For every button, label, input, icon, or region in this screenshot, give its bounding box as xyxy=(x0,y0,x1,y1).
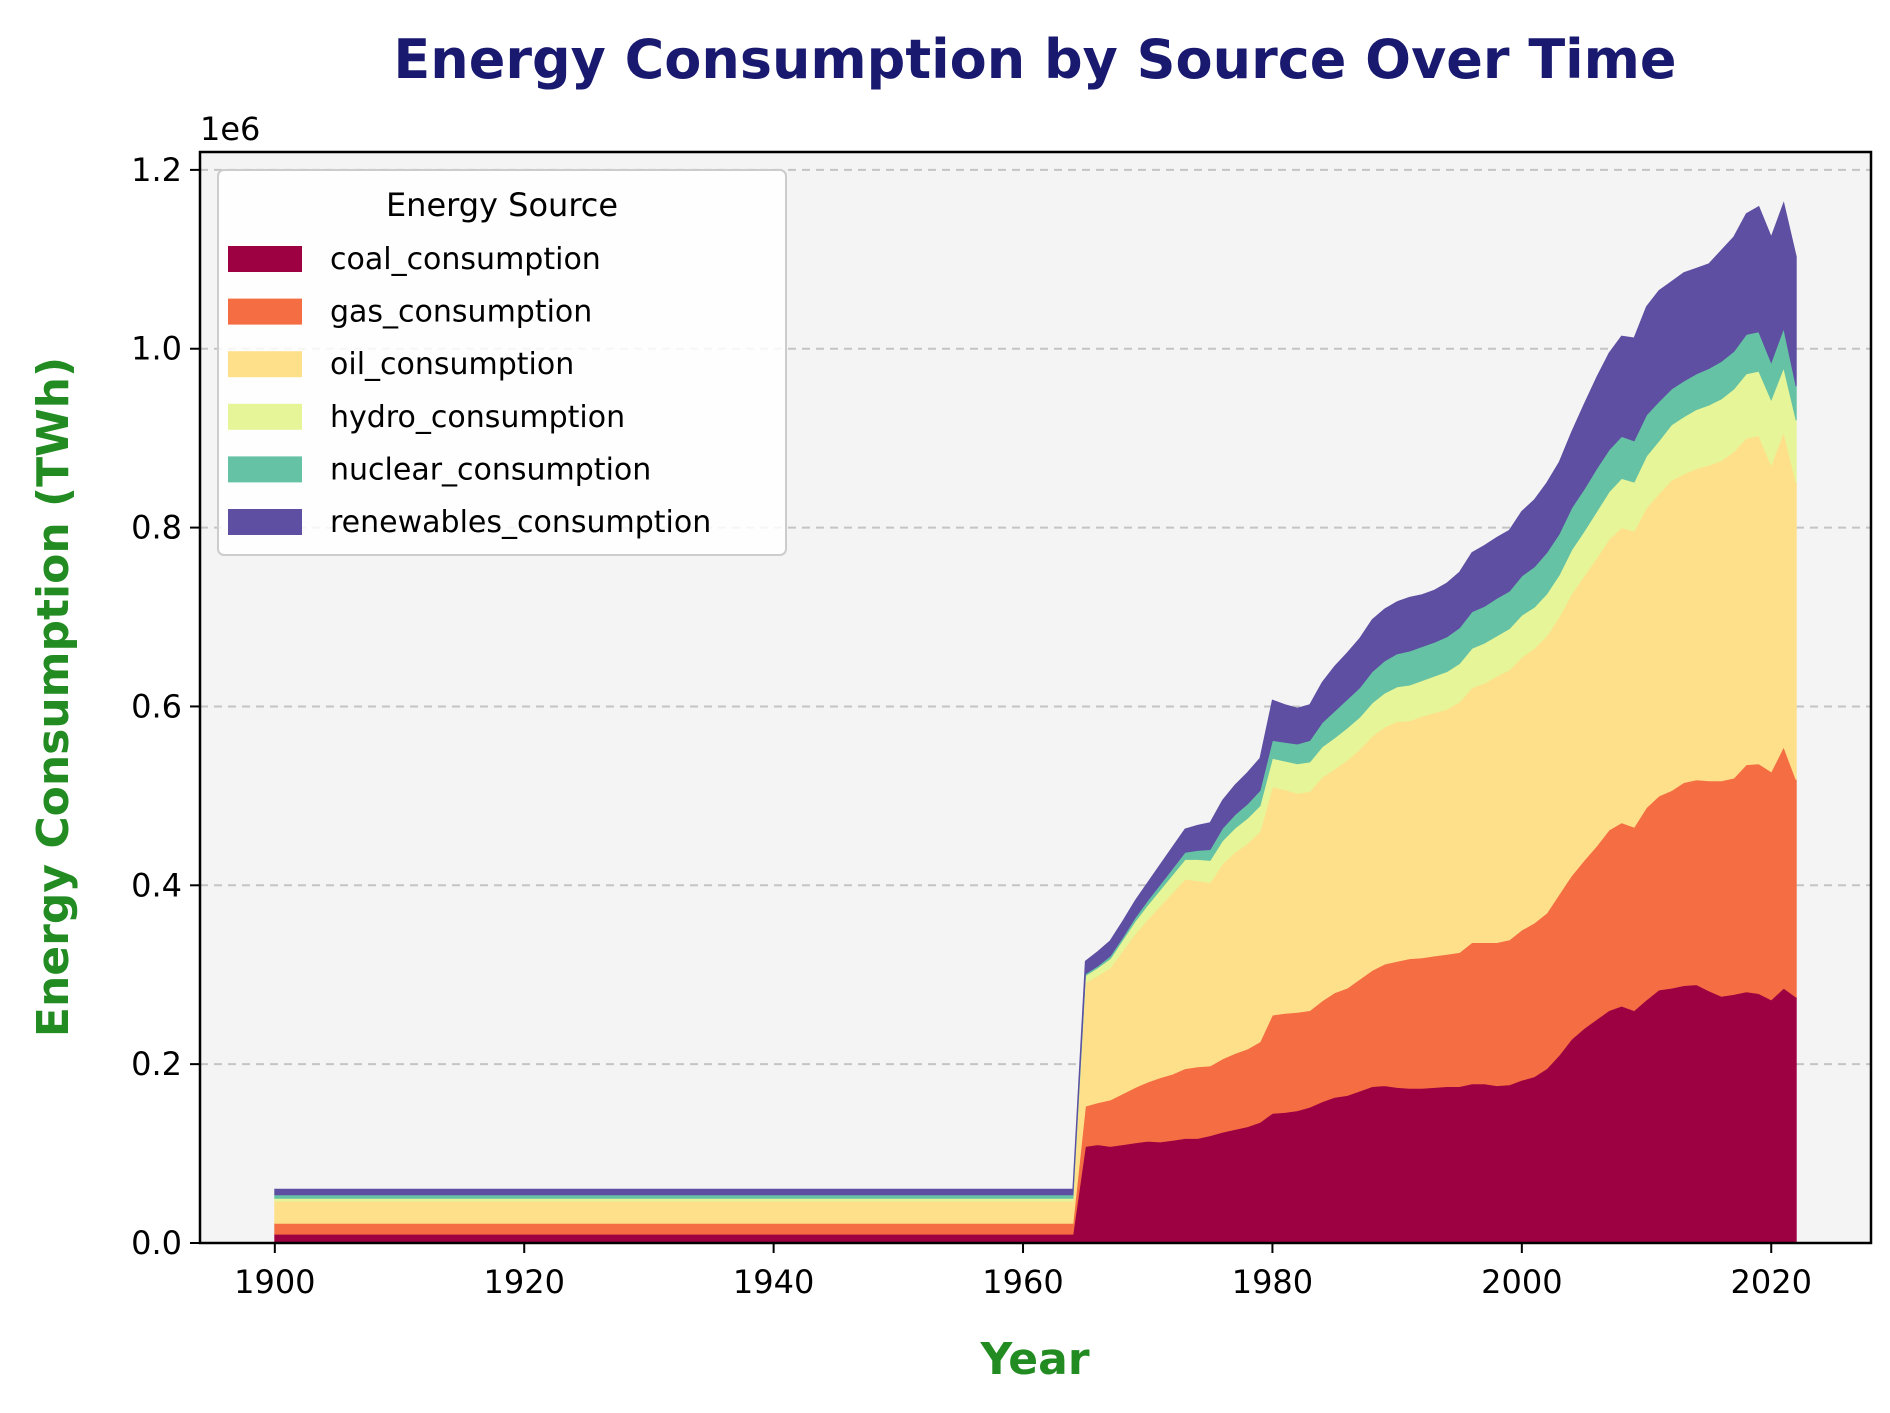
x-tick-label: 1940 xyxy=(733,1263,814,1301)
legend-swatch xyxy=(228,246,302,272)
legend-label: hydro_consumption xyxy=(330,400,625,435)
legend-label: gas_consumption xyxy=(330,295,592,330)
y-tick-label: 0.6 xyxy=(131,687,182,725)
y-tick-label: 0.0 xyxy=(131,1224,182,1262)
area-renewables-consumption xyxy=(274,201,1797,1196)
y-axis-offset-label: 1e6 xyxy=(200,110,260,148)
y-tick-label: 1.0 xyxy=(131,330,182,368)
x-axis-label: Year xyxy=(979,1334,1089,1385)
x-tick-label: 1960 xyxy=(982,1263,1063,1301)
legend-label: nuclear_consumption xyxy=(330,452,651,487)
x-tick-label: 1920 xyxy=(484,1263,565,1301)
legend-swatch xyxy=(228,456,302,483)
legend-swatch xyxy=(228,403,302,430)
legend-label: renewables_consumption xyxy=(330,505,711,540)
legend-swatch xyxy=(228,351,302,378)
y-tick-label: 1.2 xyxy=(131,151,182,189)
y-tick-label: 0.2 xyxy=(131,1045,182,1083)
legend-title: Energy Source xyxy=(386,186,618,224)
x-tick-label: 2020 xyxy=(1731,1263,1812,1301)
y-tick-label: 0.8 xyxy=(131,509,182,547)
y-axis: 0.0 0.2 0.4 0.6 0.8 1.0 1.2 xyxy=(131,151,200,1262)
plot-frame xyxy=(198,150,1873,1245)
stacked-areas xyxy=(274,201,1797,1244)
legend: Energy Source coal_consumption gas_consum… xyxy=(217,169,787,556)
legend-label: coal_consumption xyxy=(330,242,601,277)
legend-swatch xyxy=(228,298,302,325)
legend-entries: coal_consumption gas_consumption oil_consu… xyxy=(228,242,711,540)
x-tick-label: 2000 xyxy=(1481,1263,1562,1301)
legend-label: oil_consumption xyxy=(330,347,574,382)
x-tick-label: 1900 xyxy=(234,1263,315,1301)
y-tick-label: 0.4 xyxy=(131,866,182,904)
x-axis: 1900 1920 1940 1960 1980 2000 2020 xyxy=(234,1243,1812,1301)
x-tick-label: 1980 xyxy=(1232,1263,1313,1301)
legend-box xyxy=(217,169,787,556)
chart-title: Energy Consumption by Source Over Time xyxy=(393,28,1676,91)
legend-swatch xyxy=(228,509,302,535)
y-axis-label: Energy Consumption (TWh) xyxy=(28,357,79,1037)
